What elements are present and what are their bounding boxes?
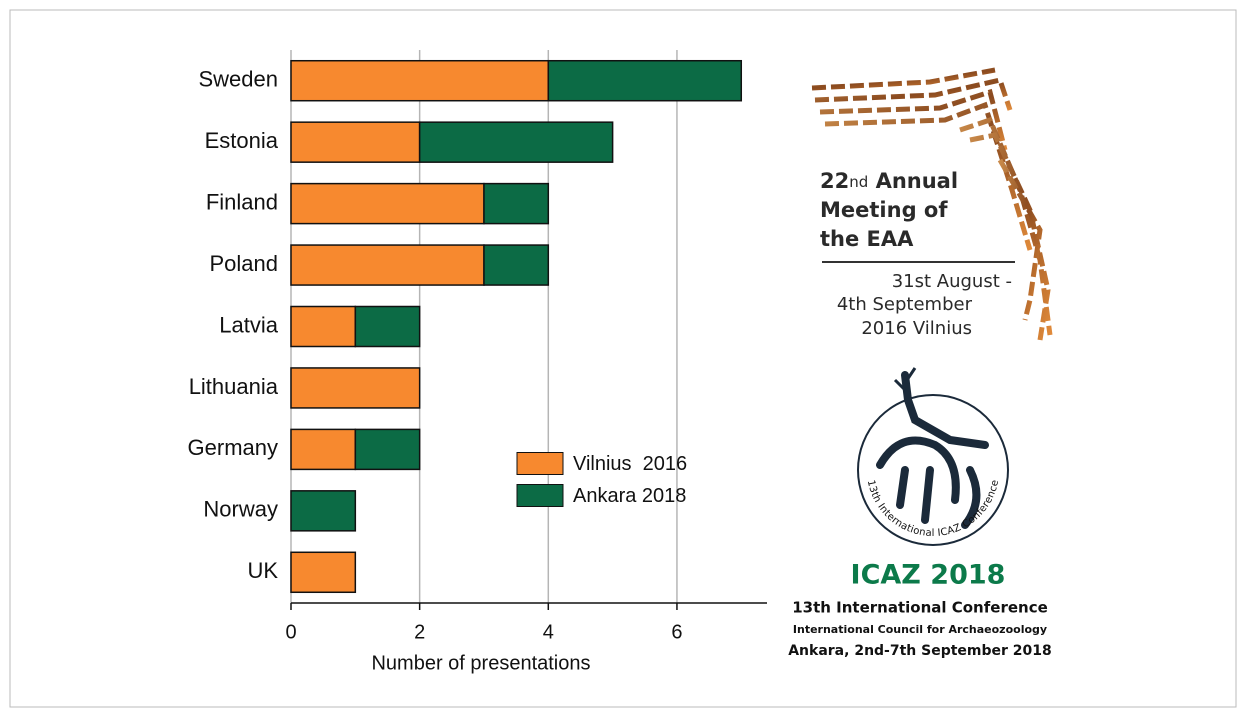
- icaz-logo: 13th International ICAZ Conference ICAZ …: [788, 368, 1052, 659]
- eaa-date: 31st August -: [892, 271, 1012, 292]
- y-tick-label: Norway: [203, 497, 278, 522]
- chart: 22nd Annual Meeting of the EAA 31st Augu…: [0, 0, 1244, 716]
- y-tick-label: Estonia: [205, 128, 279, 153]
- y-tick-label: Germany: [188, 435, 278, 460]
- bar: [291, 184, 484, 224]
- eaa-suffix: nd: [849, 173, 868, 191]
- bar: [484, 184, 548, 224]
- icaz-title: ICAZ 2018: [851, 560, 1006, 591]
- eaa-word: Annual: [876, 169, 958, 193]
- legend-swatch: [517, 485, 563, 507]
- y-tick-label: UK: [247, 558, 278, 583]
- bar: [291, 307, 355, 347]
- bar: [291, 122, 420, 162]
- eaa-logo: 22nd Annual Meeting of the EAA 31st Augu…: [812, 70, 1050, 340]
- bar: [420, 122, 613, 162]
- y-tick-label: Lithuania: [189, 374, 279, 399]
- y-tick-label: Finland: [206, 189, 278, 214]
- page: {"chart_data": {"type": "stacked-barh", …: [0, 0, 1244, 716]
- icaz-ring: 13th International ICAZ Conference: [865, 479, 1001, 539]
- x-tick-label: 6: [671, 621, 682, 643]
- legend-swatch: [517, 453, 563, 475]
- svg-text:13th International ICAZ Confer: 13th International ICAZ Conference: [865, 479, 1001, 539]
- svg-text:22nd Annual: 22nd Annual: [820, 169, 958, 193]
- legend-label: Vilnius 2016: [573, 453, 687, 475]
- bar: [548, 61, 741, 101]
- bar: [355, 429, 419, 469]
- eaa-date: 2016 Vilnius: [861, 318, 972, 339]
- bar: [291, 552, 355, 592]
- y-tick-label: Poland: [209, 251, 278, 276]
- bar: [355, 307, 419, 347]
- y-tick-label: Latvia: [219, 312, 278, 337]
- y-tick-label: Sweden: [198, 67, 278, 92]
- icaz-line: Ankara, 2nd-7th September 2018: [788, 643, 1052, 659]
- bar: [291, 491, 355, 531]
- legend-label: Ankara 2018: [573, 485, 686, 507]
- eaa-line: Meeting of: [820, 198, 948, 222]
- x-axis-label: Number of presentations: [371, 652, 590, 674]
- eaa-date: 4th September: [837, 294, 973, 315]
- eaa-number: 22: [820, 169, 849, 193]
- bar: [291, 245, 484, 285]
- bar: [291, 368, 420, 408]
- x-tick-label: 4: [543, 621, 554, 643]
- icaz-line: 13th International Conference: [792, 599, 1048, 617]
- bar: [291, 61, 548, 101]
- bar: [291, 429, 355, 469]
- icaz-line: International Council for Archaeozoology: [793, 623, 1047, 636]
- x-tick-label: 2: [414, 621, 425, 643]
- x-tick-label: 0: [285, 621, 296, 643]
- bar: [484, 245, 548, 285]
- eaa-line: the EAA: [820, 227, 914, 251]
